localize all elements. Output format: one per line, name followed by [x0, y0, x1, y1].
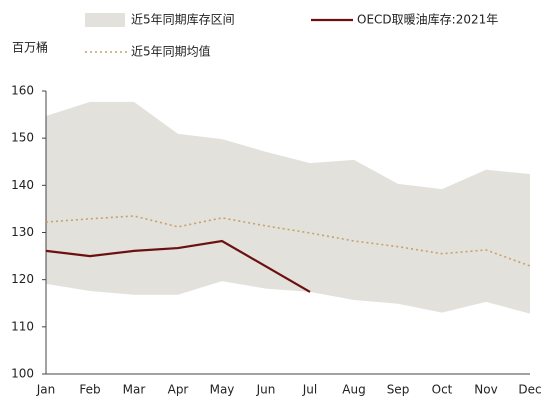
x-tick-label: Aug — [342, 383, 365, 397]
legend-label: OECD取暖油库存:2021年 — [357, 12, 498, 27]
y-tick-label: 130 — [11, 225, 34, 239]
x-tick-label: Feb — [79, 383, 100, 397]
series-line — [45, 215, 531, 267]
x-tick-label: Jun — [256, 383, 276, 397]
x-tick-label: Dec — [518, 383, 541, 397]
y-tick-label: 110 — [11, 319, 34, 333]
x-tick-label: Nov — [474, 383, 497, 397]
x-tick-label: May — [210, 383, 235, 397]
y-tick-label: 120 — [11, 272, 34, 286]
legend-label: 近5年同期均值 — [131, 44, 211, 59]
x-tick-label: Oct — [432, 383, 453, 397]
y-tick-label: 140 — [11, 178, 34, 192]
y-tick-label: 160 — [11, 84, 34, 98]
x-tick-label: Apr — [168, 383, 189, 397]
y-tick-label: 100 — [11, 367, 34, 381]
legend-swatch — [85, 13, 125, 27]
x-tick-label: Jul — [302, 383, 317, 397]
x-tick-label: Jan — [36, 383, 56, 397]
y-axis-label: 百万桶 — [12, 40, 48, 55]
x-tick-label: Sep — [387, 383, 410, 397]
y-tick-label: 150 — [11, 131, 34, 145]
series-line — [45, 239, 311, 293]
legend-label: 近5年同期库存区间 — [131, 12, 235, 27]
x-tick-label: Mar — [123, 383, 146, 397]
range-band — [46, 101, 530, 314]
